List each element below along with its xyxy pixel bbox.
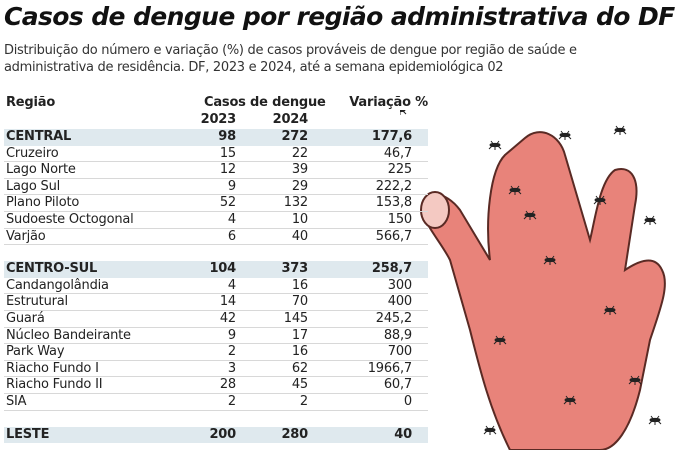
cases-2023-cell: 4 [227, 277, 236, 293]
cases-2024-cell: 29 [291, 178, 308, 194]
cases-2024-cell: 22 [291, 145, 308, 161]
dengue-table: Região Casos de dengue 2023 2024 Variaçã… [4, 95, 428, 444]
table-header: Região Casos de dengue 2023 2024 Variaçã… [4, 95, 428, 129]
cases-2024-cell: 16 [291, 277, 308, 293]
region-cell: Plano Piloto [6, 195, 80, 211]
variation-cell: 0 [403, 393, 412, 409]
cases-2024-cell: 17 [291, 327, 308, 343]
cases-2023-cell: 4 [227, 211, 236, 227]
table-row: SIA 2 2 0 [4, 394, 428, 411]
region-cell: Lago Norte [6, 162, 76, 178]
table-row: Varjão 6 40 566,7 [4, 229, 428, 246]
table-row: Riacho Fundo I 3 62 1966,7 [4, 361, 428, 378]
cases-2024-cell: 10 [291, 211, 308, 227]
cases-2024-cell: 16 [291, 344, 308, 360]
hand-shape [420, 131, 666, 450]
cases-2024-cell: 272 [281, 129, 308, 144]
region-cell: CENTRO-SUL [6, 261, 98, 277]
cases-2023-cell: 14 [219, 294, 236, 310]
region-cell: LESTE [6, 426, 50, 442]
cases-2024-cell: 45 [291, 377, 308, 393]
variation-cell: 1966,7 [367, 360, 412, 376]
variation-cell: 88,9 [383, 327, 412, 343]
table-row: Park Way 2 16 700 [4, 344, 428, 361]
region-cell: Guará [6, 310, 45, 326]
region-cell: Estrutural [6, 294, 68, 310]
variation-cell: 222,2 [375, 178, 412, 194]
region-cell: Riacho Fundo I [6, 360, 99, 376]
table-row: Cruzeiro 15 22 46,7 [4, 146, 428, 163]
table-row: Estrutural 14 70 400 [4, 294, 428, 311]
cases-2023-cell: 200 [209, 426, 236, 442]
cases-2023-cell: 15 [219, 145, 236, 161]
table-row: Guará 42 145 245,2 [4, 311, 428, 328]
variation-cell: 46,7 [383, 145, 412, 161]
cases-2024-cell: 373 [281, 261, 308, 277]
header-2024: 2024 [272, 112, 309, 127]
region-cell: Candangolândia [6, 277, 109, 293]
header-region: Região [6, 95, 56, 110]
table-row: Lago Sul 9 29 222,2 [4, 179, 428, 196]
region-cell: Sudoeste Octogonal [6, 211, 134, 227]
cases-2023-cell: 9 [227, 178, 236, 194]
variation-cell: 60,7 [383, 377, 412, 393]
header-variation: Variação % [349, 95, 428, 110]
region-cell: Núcleo Bandeirante [6, 327, 131, 343]
cases-2023-cell: 3 [227, 360, 236, 376]
cases-2023-cell: 12 [219, 162, 236, 178]
variation-cell: 40 [394, 426, 412, 442]
variation-cell: 566,7 [375, 228, 412, 244]
page-subtitle: Distribuição do número e variação (%) de… [4, 43, 577, 75]
cases-2024-cell: 39 [291, 162, 308, 178]
variation-cell: 150 [387, 211, 412, 227]
region-cell: Lago Sul [6, 178, 61, 194]
region-cell: Varjão [6, 228, 46, 244]
cases-2023-cell: 6 [227, 228, 236, 244]
table-row: Riacho Fundo II 28 45 60,7 [4, 377, 428, 394]
variation-cell: 225 [387, 162, 412, 178]
table-row: Candangolândia 4 16 300 [4, 278, 428, 295]
region-cell: Park Way [6, 344, 65, 360]
region-cell: Cruzeiro [6, 145, 59, 161]
variation-cell: 700 [387, 344, 412, 360]
cases-2024-cell: 280 [281, 426, 308, 442]
hand-with-mosquitoes-illustration [400, 110, 666, 450]
cases-2024-cell: 2 [299, 393, 308, 409]
table-row: Lago Norte 12 39 225 [4, 162, 428, 179]
page-title: Casos de dengue por região administrativ… [4, 2, 675, 31]
cases-2024-cell: 40 [291, 228, 308, 244]
variation-cell: 300 [387, 277, 412, 293]
cases-2024-cell: 132 [283, 195, 308, 211]
header-2023: 2023 [200, 112, 237, 127]
cases-2024-cell: 70 [291, 294, 308, 310]
variation-cell: 258,7 [371, 261, 412, 277]
mosquitoes [400, 110, 407, 115]
cases-2023-cell: 9 [227, 327, 236, 343]
cases-2024-cell: 145 [283, 310, 308, 326]
cases-2023-cell: 42 [219, 310, 236, 326]
variation-cell: 400 [387, 294, 412, 310]
cases-2023-cell: 28 [219, 377, 236, 393]
cases-2023-cell: 98 [218, 129, 236, 144]
cases-2023-cell: 52 [219, 195, 236, 211]
table-row: Plano Piloto 52 132 153,8 [4, 195, 428, 212]
cases-2024-cell: 62 [291, 360, 308, 376]
cases-2023-cell: 2 [227, 393, 236, 409]
cases-2023-cell: 2 [227, 344, 236, 360]
region-cell: CENTRAL [6, 129, 72, 144]
group-row: CENTRAL 98 272 177,6 [4, 129, 428, 146]
variation-cell: 245,2 [375, 310, 412, 326]
table-row: Sudoeste Octogonal 4 10 150 [4, 212, 428, 229]
table-row: Núcleo Bandeirante 9 17 88,9 [4, 328, 428, 345]
region-cell: SIA [6, 393, 27, 409]
group-row: CENTRO-SUL 104 373 258,7 [4, 261, 428, 278]
thumbnail [420, 191, 450, 229]
header-cases: Casos de dengue [204, 95, 326, 110]
variation-cell: 153,8 [375, 195, 412, 211]
region-cell: Riacho Fundo II [6, 377, 103, 393]
cases-2023-cell: 104 [209, 261, 236, 277]
variation-cell: 177,6 [371, 129, 412, 144]
group-row: LESTE 200 280 40 [4, 426, 428, 444]
